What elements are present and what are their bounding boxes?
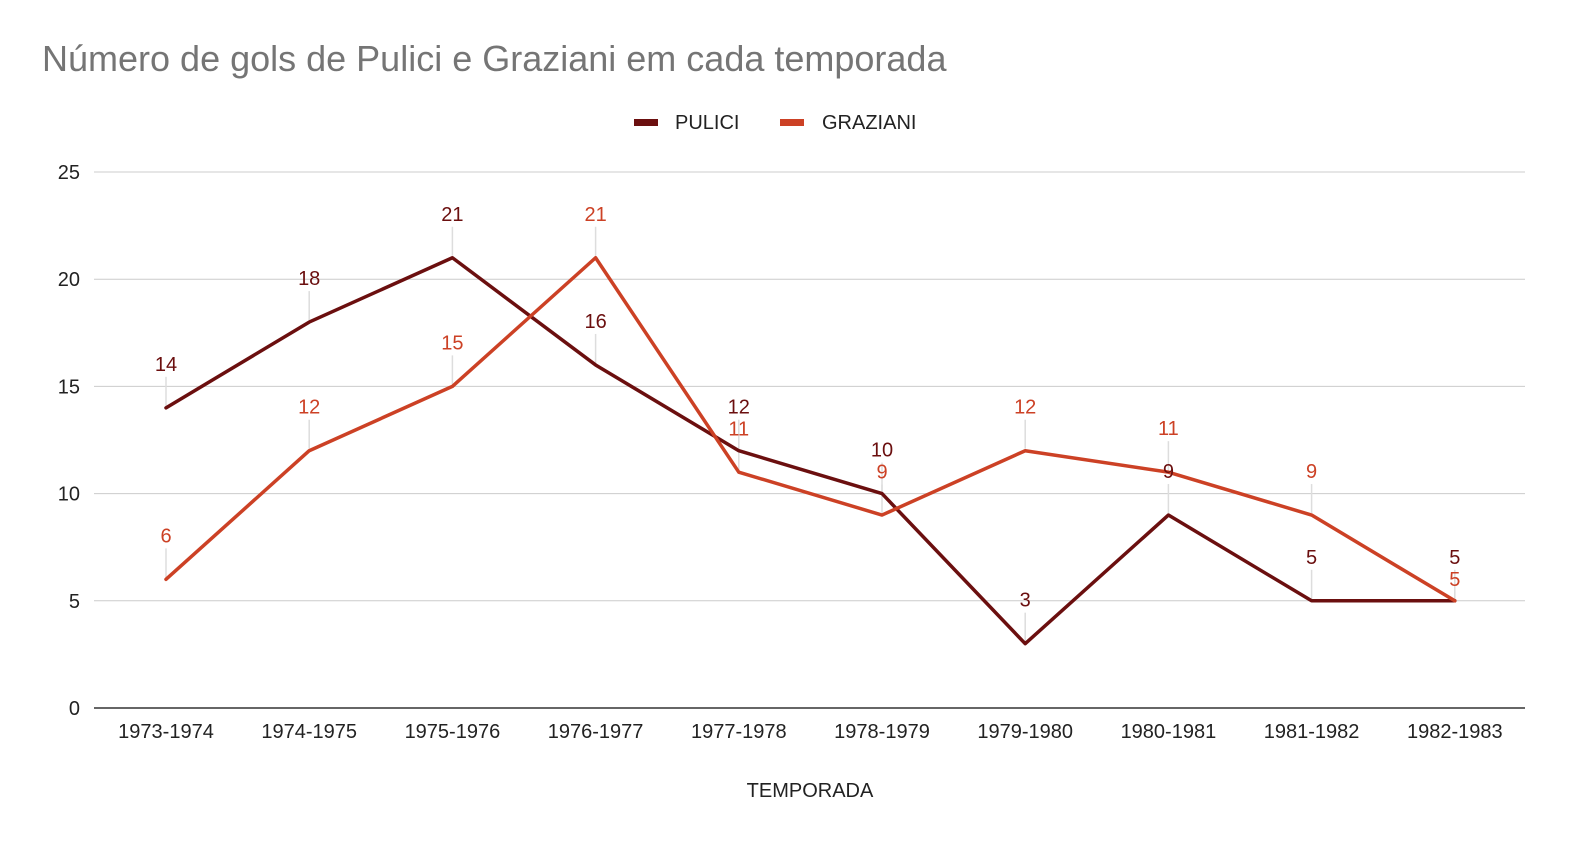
data-label-pulici: 18: [298, 268, 320, 290]
y-tick-label: 20: [58, 269, 80, 291]
x-tick-label: 1981-1982: [1264, 721, 1360, 743]
y-tick-label: 5: [69, 591, 80, 613]
legend-swatch-graziani: [780, 119, 804, 126]
x-tick-label: 1979-1980: [977, 721, 1073, 743]
data-label-pulici: 9: [1163, 461, 1174, 483]
data-label-graziani: 6: [160, 525, 171, 547]
data-label-pulici: 5: [1306, 547, 1317, 569]
series-line-pulici: [164, 256, 1457, 646]
x-axis-ticks: 1973-1974 1974-1975 1975-1976 1976-1977 1977…: [118, 721, 1502, 743]
y-tick-label: 25: [58, 162, 80, 184]
series-lines: [164, 256, 1457, 646]
data-label-graziani: 21: [584, 204, 606, 226]
chart-title: Número de gols de Pulici e Graziani em c…: [42, 38, 947, 79]
data-label-pulici: 16: [584, 311, 606, 333]
data-label-graziani: 15: [441, 332, 463, 354]
data-label-graziani: 11: [1158, 418, 1179, 440]
y-tick-label: 15: [58, 376, 80, 398]
data-label-pulici: 5: [1449, 547, 1460, 569]
x-tick-label: 1973-1974: [118, 721, 214, 743]
data-label-graziani: 9: [876, 462, 887, 484]
data-label-graziani: 5: [1449, 569, 1460, 591]
data-label-pulici: 10: [871, 440, 893, 462]
x-tick-label: 1978-1979: [834, 721, 930, 743]
y-tick-label: 0: [69, 698, 80, 720]
data-label-pulici: 21: [441, 204, 463, 226]
y-axis-ticks: 0 5 10 15 20 25: [58, 162, 80, 720]
x-tick-label: 1980-1981: [1121, 721, 1217, 743]
label-leaders: [165, 226, 1456, 642]
series-line-graziani: [164, 256, 1457, 603]
y-tick-label: 10: [58, 484, 80, 506]
data-label-graziani: 12: [298, 397, 320, 419]
data-label-pulici: 12: [728, 397, 750, 419]
data-label-graziani: 9: [1306, 461, 1317, 483]
x-tick-label: 1982-1983: [1407, 721, 1503, 743]
legend-label-graziani: GRAZIANI: [822, 112, 916, 134]
x-tick-label: 1977-1978: [691, 721, 787, 743]
data-label-pulici: 3: [1020, 590, 1031, 612]
legend: PULICI GRAZIANI: [634, 112, 916, 134]
x-tick-label: 1975-1976: [405, 721, 501, 743]
data-label-pulici: 14: [155, 354, 177, 376]
legend-label-pulici: PULICI: [675, 112, 739, 134]
x-axis-label: TEMPORADA: [747, 780, 874, 802]
x-tick-label: 1974-1975: [261, 721, 357, 743]
data-label-graziani: 12: [1014, 397, 1036, 419]
legend-swatch-pulici: [634, 119, 658, 126]
x-tick-label: 1976-1977: [548, 721, 644, 743]
data-label-graziani: 11: [728, 419, 749, 441]
